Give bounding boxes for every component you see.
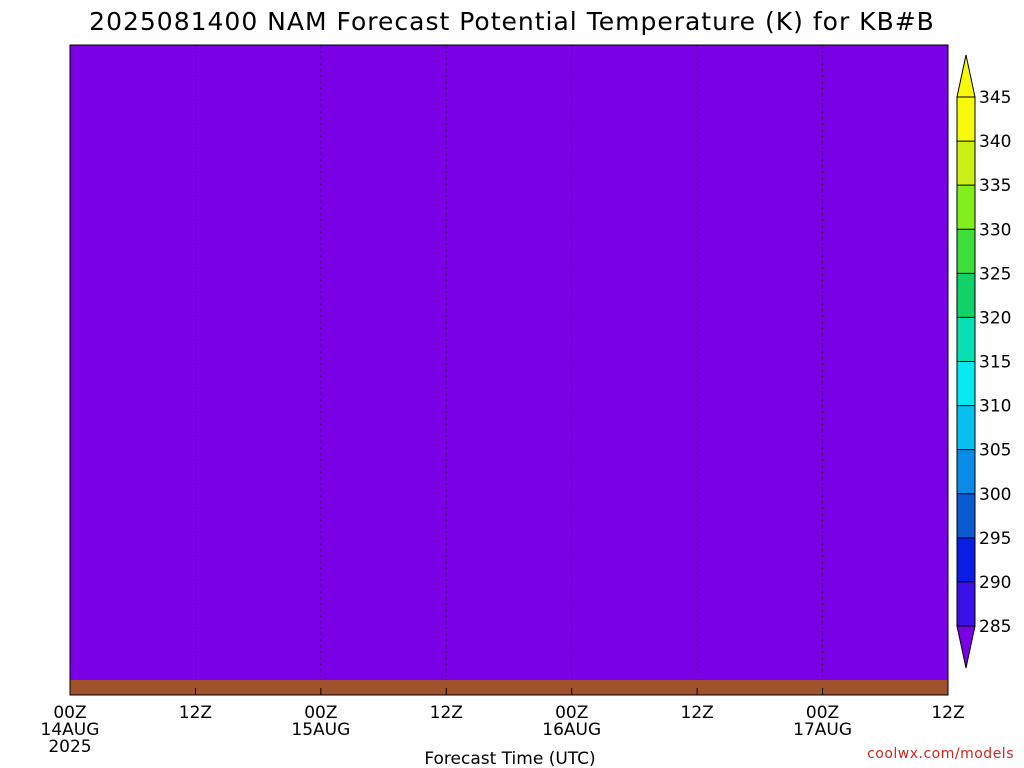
x-tick-label: 12Z (931, 703, 964, 723)
colorbar-segment (957, 185, 975, 230)
x-tick-label: 17AUG (793, 720, 852, 740)
x-tick-label: 2025 (48, 737, 91, 757)
colorbar-segment (957, 317, 975, 362)
colorbar-segment (957, 97, 975, 142)
colorbar-label: 340 (979, 132, 1011, 152)
colorbar-segment (957, 141, 975, 186)
colorbar-label: 345 (979, 88, 1011, 108)
x-tick-label: 00Z (806, 703, 839, 723)
x-tick-label: 00Z (53, 703, 86, 723)
colorbar-label: 320 (979, 308, 1011, 328)
plot-area (70, 45, 948, 695)
gridlines (195, 45, 823, 695)
colorbar-segment (957, 581, 975, 626)
ground-layer (70, 680, 948, 695)
credit-text: coolwx.com/models (867, 746, 1014, 762)
colorbar-segment (957, 449, 975, 494)
colorbar-label: 300 (979, 485, 1011, 505)
chart-title: 2025081400 NAM Forecast Potential Temper… (89, 7, 935, 36)
x-tick-label: 16AUG (542, 720, 601, 740)
colorbar-segment (957, 405, 975, 450)
x-tick-label: 00Z (304, 703, 337, 723)
colorbar-lower-triangle (956, 625, 976, 669)
filled-contours (70, 45, 948, 695)
colorbar-label: 315 (979, 353, 1011, 373)
colorbar-upper-triangle (956, 54, 976, 98)
colorbar-segment (957, 361, 975, 406)
x-tick-label: 15AUG (291, 720, 350, 740)
colorbar-segment (957, 229, 975, 274)
colorbar-label: 325 (979, 264, 1011, 284)
colorbar-label: 285 (979, 617, 1011, 637)
plot-frame (69, 44, 949, 696)
colorbar-label: 335 (979, 176, 1011, 196)
x-axis-label: Forecast Time (UTC) (424, 749, 595, 768)
colorbar-label: 290 (979, 573, 1011, 593)
colorbar: 285 290 295 300 305 310 315 320 325 330 335 340 345 (956, 54, 1011, 669)
colorbar-label: 295 (979, 529, 1011, 549)
colorbar-segment (957, 493, 975, 538)
x-tick-label: 12Z (179, 703, 212, 723)
colorbar-segment (957, 273, 975, 318)
colorbar-segment (957, 537, 975, 582)
fill-base (70, 45, 948, 695)
x-tick-label: 00Z (555, 703, 588, 723)
colorbar-label: 305 (979, 441, 1011, 461)
x-tick-label: 12Z (430, 703, 463, 723)
colorbar-label: 310 (979, 397, 1011, 417)
x-tick-label: 12Z (681, 703, 714, 723)
colorbar-label: 330 (979, 220, 1011, 240)
x-tick-label: 14AUG (41, 720, 100, 740)
